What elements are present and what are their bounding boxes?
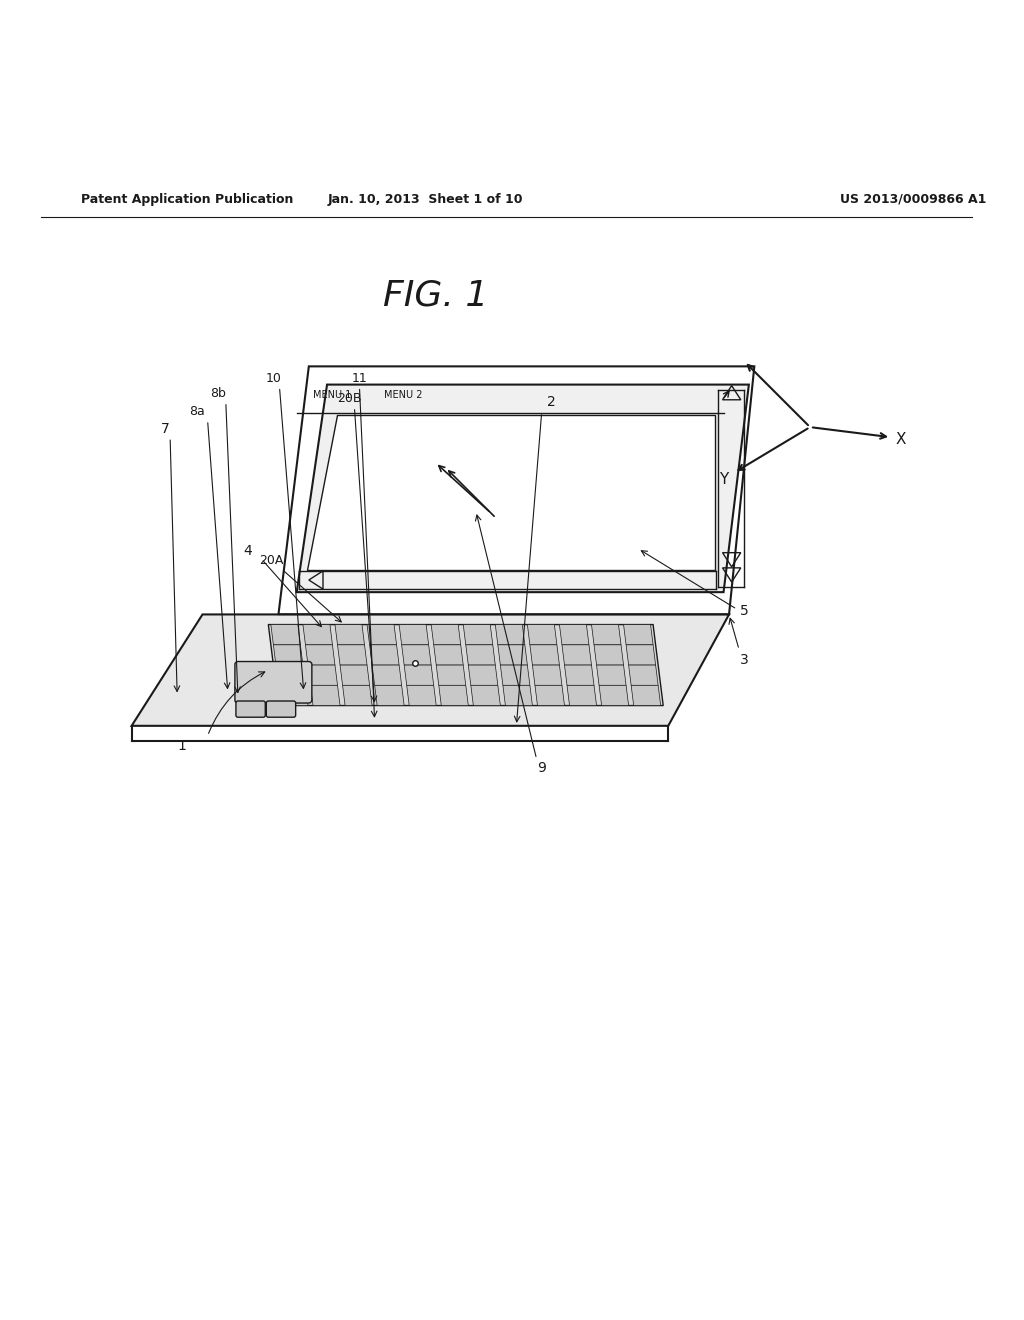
Polygon shape bbox=[629, 665, 658, 685]
Polygon shape bbox=[335, 624, 365, 644]
Text: 10: 10 bbox=[265, 372, 282, 385]
FancyBboxPatch shape bbox=[234, 661, 312, 704]
Polygon shape bbox=[434, 644, 463, 665]
Text: X: X bbox=[896, 432, 906, 446]
Polygon shape bbox=[279, 685, 308, 706]
Text: Y: Y bbox=[719, 473, 729, 487]
Polygon shape bbox=[599, 685, 629, 706]
Text: 1: 1 bbox=[178, 739, 186, 754]
Text: MENU 1: MENU 1 bbox=[313, 389, 351, 400]
Polygon shape bbox=[564, 665, 594, 685]
Polygon shape bbox=[624, 624, 653, 644]
Polygon shape bbox=[297, 384, 749, 593]
Polygon shape bbox=[367, 624, 396, 644]
Text: 11: 11 bbox=[351, 372, 368, 385]
Polygon shape bbox=[496, 624, 525, 644]
Polygon shape bbox=[275, 665, 305, 685]
Text: FIG. 1: FIG. 1 bbox=[383, 279, 488, 313]
Polygon shape bbox=[431, 624, 461, 644]
Polygon shape bbox=[436, 665, 466, 685]
Polygon shape bbox=[559, 624, 589, 644]
Polygon shape bbox=[303, 624, 333, 644]
Polygon shape bbox=[307, 414, 716, 570]
Polygon shape bbox=[471, 685, 501, 706]
Polygon shape bbox=[343, 685, 372, 706]
Text: 9: 9 bbox=[538, 762, 546, 775]
Polygon shape bbox=[404, 665, 434, 685]
Polygon shape bbox=[567, 685, 597, 706]
FancyBboxPatch shape bbox=[266, 701, 296, 717]
Polygon shape bbox=[308, 665, 338, 685]
Polygon shape bbox=[529, 644, 559, 665]
Polygon shape bbox=[631, 685, 660, 706]
Text: 3: 3 bbox=[739, 653, 749, 667]
Polygon shape bbox=[498, 644, 527, 665]
Polygon shape bbox=[370, 644, 399, 665]
Polygon shape bbox=[340, 665, 370, 685]
Polygon shape bbox=[438, 685, 468, 706]
FancyBboxPatch shape bbox=[236, 701, 265, 717]
Polygon shape bbox=[372, 665, 401, 685]
Polygon shape bbox=[132, 614, 729, 726]
Polygon shape bbox=[271, 624, 300, 644]
Polygon shape bbox=[501, 665, 529, 685]
Polygon shape bbox=[594, 644, 624, 665]
Text: 7: 7 bbox=[161, 422, 169, 436]
Polygon shape bbox=[338, 644, 367, 665]
Polygon shape bbox=[592, 624, 621, 644]
Polygon shape bbox=[463, 624, 493, 644]
Text: Patent Application Publication: Patent Application Publication bbox=[81, 193, 294, 206]
Polygon shape bbox=[503, 685, 532, 706]
Text: 20B: 20B bbox=[337, 392, 361, 405]
Polygon shape bbox=[401, 644, 431, 665]
Text: 20A: 20A bbox=[259, 554, 284, 568]
Polygon shape bbox=[407, 685, 436, 706]
Text: US 2013/0009866 A1: US 2013/0009866 A1 bbox=[841, 193, 987, 206]
Polygon shape bbox=[268, 624, 664, 706]
Polygon shape bbox=[468, 665, 498, 685]
Polygon shape bbox=[626, 644, 655, 665]
Text: 5: 5 bbox=[739, 605, 749, 618]
Polygon shape bbox=[273, 644, 303, 665]
Polygon shape bbox=[305, 644, 335, 665]
Polygon shape bbox=[466, 644, 496, 665]
Text: Jan. 10, 2013  Sheet 1 of 10: Jan. 10, 2013 Sheet 1 of 10 bbox=[328, 193, 523, 206]
Polygon shape bbox=[532, 665, 562, 685]
Polygon shape bbox=[535, 685, 564, 706]
Polygon shape bbox=[399, 624, 429, 644]
Polygon shape bbox=[597, 665, 626, 685]
Text: 4: 4 bbox=[244, 544, 253, 557]
Polygon shape bbox=[527, 624, 557, 644]
Polygon shape bbox=[310, 685, 340, 706]
Text: MENU 2: MENU 2 bbox=[384, 389, 422, 400]
Text: 2: 2 bbox=[548, 395, 556, 409]
Text: 8a: 8a bbox=[189, 405, 206, 418]
Text: 8b: 8b bbox=[210, 387, 225, 400]
Polygon shape bbox=[562, 644, 592, 665]
Polygon shape bbox=[375, 685, 404, 706]
